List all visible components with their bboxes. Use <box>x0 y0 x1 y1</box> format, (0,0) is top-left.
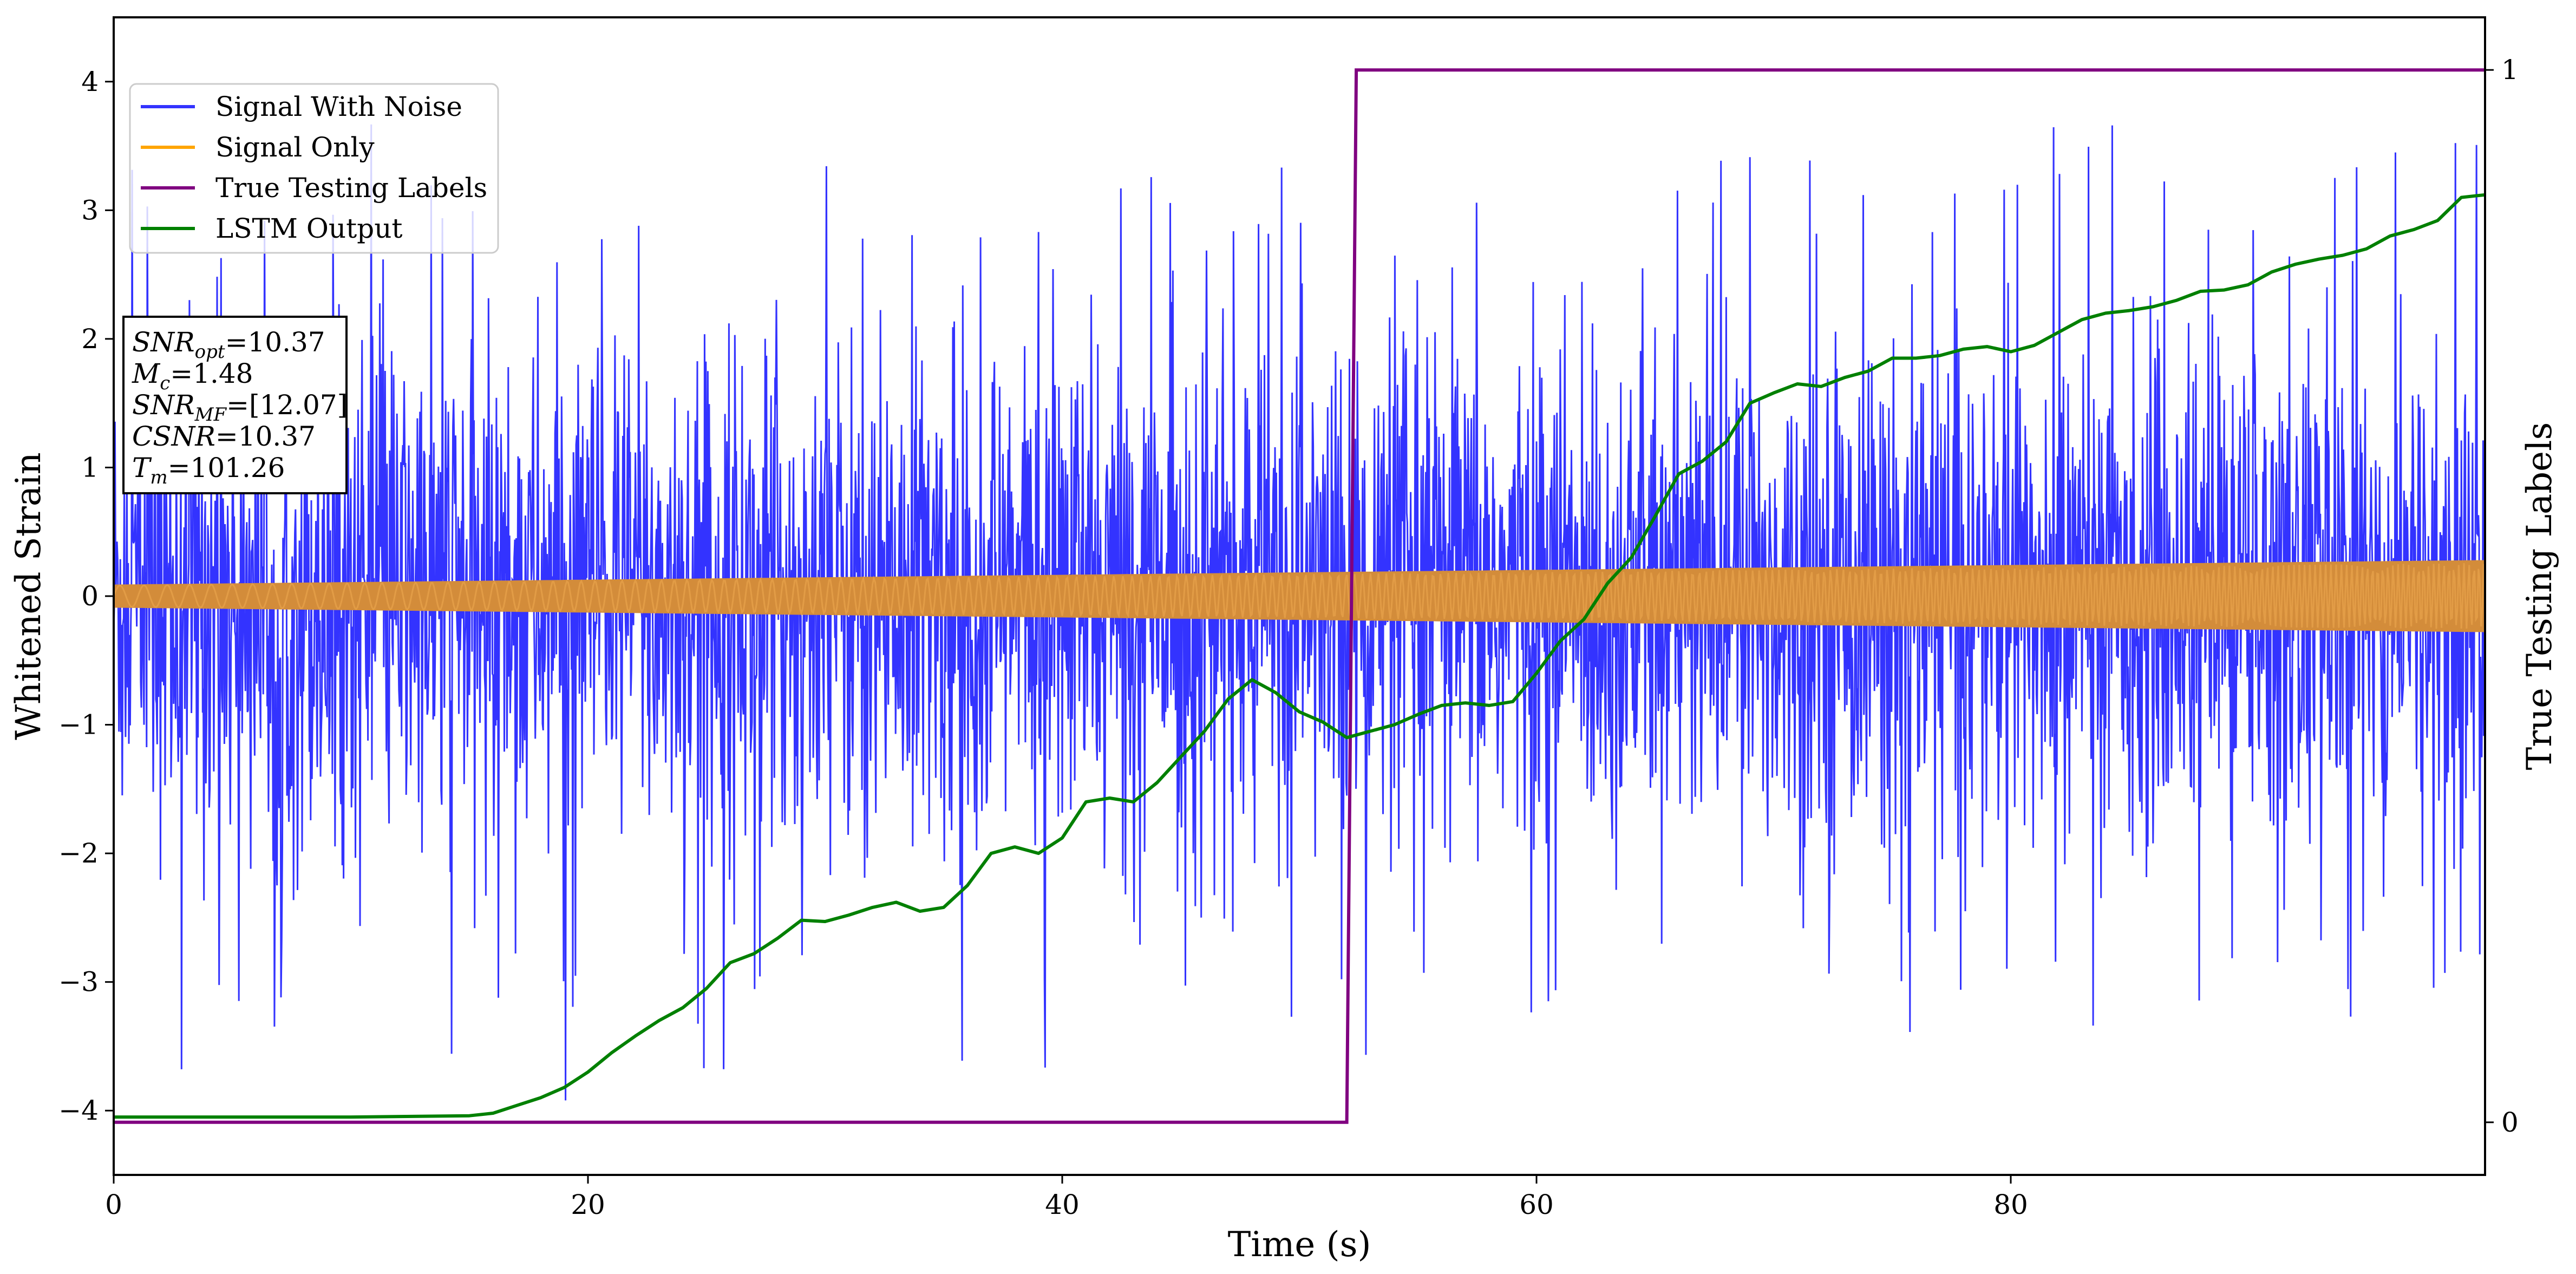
y-tick-label: 3 <box>81 194 99 226</box>
annotation-line: Tm=101.26 <box>132 452 285 488</box>
annotation-box: SNRopt=10.37Mc=1.48SNRMF=[12.07]CSNR=10.… <box>122 316 348 494</box>
x-tick-label: 80 <box>1993 1189 2028 1220</box>
x-axis-label: Time (s) <box>1228 1225 1371 1265</box>
y-tick-label: −1 <box>58 709 99 741</box>
series-signal-with-noise <box>114 124 2485 1101</box>
y-right-tick-label: 0 <box>2501 1107 2519 1138</box>
y-tick-label: −2 <box>58 838 99 869</box>
x-tick-label: 0 <box>105 1189 122 1220</box>
y-tick-label: −4 <box>58 1095 99 1126</box>
legend-label: True Testing Labels <box>215 172 487 204</box>
y-axis-label: Whitened Strain <box>9 452 49 740</box>
y-axis-right-label: True Testing Labels <box>2520 422 2560 770</box>
x-tick-label: 60 <box>1519 1189 1554 1220</box>
y-tick-label: 1 <box>81 452 99 483</box>
y-axis-right: 01 <box>2485 54 2519 1138</box>
legend-label: Signal Only <box>215 132 375 163</box>
y-axis-left: −4 −3 −2 −1 0 1 2 3 4 <box>58 66 114 1126</box>
annotation-line: CSNR=10.37 <box>132 421 316 452</box>
annotation-line: SNRopt=10.37 <box>132 326 325 363</box>
x-tick-label: 20 <box>571 1189 605 1220</box>
y-tick-label: 0 <box>81 580 99 612</box>
legend-box <box>129 83 499 254</box>
y-tick-label: −3 <box>58 966 99 998</box>
y-tick-label: 2 <box>81 323 99 355</box>
plot-area <box>114 68 2485 1124</box>
series-lstm-output <box>114 193 2485 1119</box>
legend-label: LSTM Output <box>215 213 402 244</box>
annotation-line: Mc=1.48 <box>132 358 253 394</box>
series-signal-only-wave <box>114 563 2485 629</box>
x-tick-label: 40 <box>1045 1189 1080 1220</box>
y-right-tick-label: 1 <box>2501 54 2519 86</box>
legend-label: Signal With Noise <box>215 91 462 122</box>
series-true-testing-labels <box>114 68 2485 1124</box>
y-tick-label: 4 <box>81 66 99 97</box>
legend: Signal With Noise Signal Only True Testing… <box>129 83 499 254</box>
x-axis: 0 20 40 60 80 <box>105 1175 2028 1220</box>
annotation-line: SNRMF=[12.07] <box>132 389 348 426</box>
annotation-box-frame <box>122 316 348 494</box>
